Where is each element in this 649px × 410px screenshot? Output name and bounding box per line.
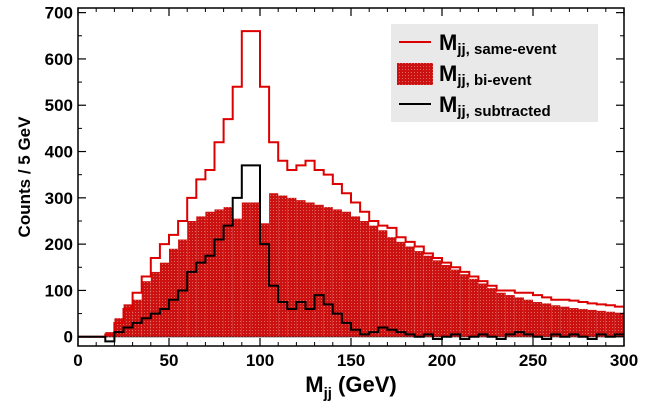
bi-event-bar [187,220,197,337]
bi-event-bar [260,223,270,337]
x-tick-label: 100 [246,351,274,370]
bi-event-bar [523,299,533,337]
bi-event-bar [605,311,615,337]
legend-swatch-bi-event [397,63,433,85]
bi-event-bar [269,193,279,337]
bi-event-bar [150,271,160,337]
bi-event-bar [387,237,397,337]
bi-event-bar [505,295,515,337]
bi-event-bar [305,202,315,337]
y-tick-label: 700 [45,4,73,23]
bi-event-bar [205,211,215,337]
bi-event-bar [132,299,142,337]
legend-label-same: Mjj, same-event [439,30,557,58]
y-tick-label: 600 [45,50,73,69]
bi-event-bar [159,262,169,337]
bi-event-bar [123,304,133,337]
y-axis-title: Counts / 5 GeV [15,116,34,238]
bi-event-bar [332,209,342,337]
bi-event-bar [314,204,324,337]
bi-event-bar [114,318,124,337]
bi-event-bar [442,264,452,337]
x-tick-label: 150 [337,351,365,370]
bi-event-bar [596,310,606,337]
bi-event-bar [169,248,179,337]
legend: Mjj, same-event Mjj, bi-event Mjj, subtrac… [391,24,598,122]
bi-event-bar [351,216,361,337]
plot-area [78,30,624,343]
bi-event-bar [378,230,388,337]
x-tick-label: 200 [428,351,456,370]
x-tick-label: 300 [610,351,638,370]
bi-event-bar [460,274,470,337]
bi-event-bar [214,209,224,337]
bi-event-bar [478,283,488,337]
bi-event-bar [178,239,188,337]
bi-event-bar [569,308,579,337]
bi-event-bar [141,281,151,337]
axes [77,7,625,347]
bi-event-bar [296,200,306,337]
bi-event-bar [414,251,424,337]
legend-label-bi: Mjj, bi-event [439,61,532,89]
bi-event-bar [341,211,351,337]
bi-event-bar [323,207,333,337]
bi-event-bar [250,202,260,337]
x-tick-label: 250 [519,351,547,370]
bi-event-bar [451,269,461,337]
series-subtracted-line [78,164,624,343]
y-tick-label: 400 [45,143,73,162]
bi-event-bar [514,297,524,337]
bi-event-bar [432,260,442,337]
bi-event-bar [423,255,433,337]
bi-event-bar [287,197,297,337]
y-tick-label: 300 [45,189,73,208]
bi-event-bar [232,218,242,337]
x-tick-label: 50 [160,351,179,370]
y-tick-label: 200 [45,235,73,254]
bi-event-bar [223,207,233,337]
x-axis-title: Mjj (GeV) [305,372,396,402]
series-bi-event [105,193,624,337]
bi-event-bar [396,241,406,337]
bi-event-bar [405,246,415,337]
bi-event-bar [278,195,288,337]
legend-label-sub: Mjj, subtracted [439,92,551,120]
bi-event-bar [487,288,497,337]
bi-event-bar [360,220,370,337]
y-tick-label: 100 [45,281,73,300]
bi-event-bar [369,225,379,337]
y-tick-label: 0 [64,328,73,347]
y-tick-label: 500 [45,96,73,115]
bi-event-bar [587,309,597,337]
series-same-event-line [78,30,624,338]
x-tick-label: 0 [73,351,82,370]
bi-event-bar [560,306,570,337]
bi-event-bar [614,312,624,337]
axis-labels: 0 50 100 150 200 250 300 0 100 200 300 400 500 600 700… [15,4,638,402]
bi-event-bar [496,292,506,337]
bi-event-bar [551,305,561,337]
bi-event-bar [241,202,251,337]
bi-event-bar [469,278,479,337]
bi-event-bar [542,303,552,337]
bi-event-bar [196,216,206,337]
bi-event-bar [533,302,543,337]
bi-event-bar [578,308,588,337]
